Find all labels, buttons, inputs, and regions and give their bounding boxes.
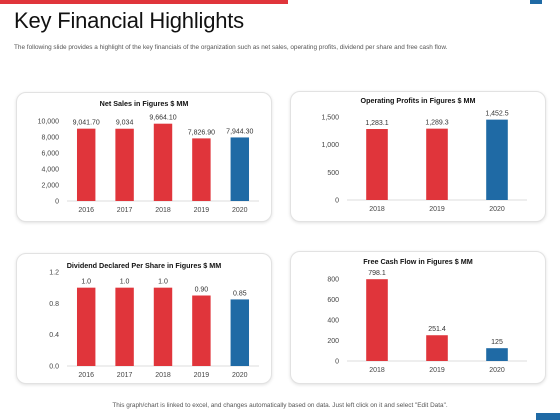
bar [76, 287, 96, 366]
bar [153, 287, 173, 366]
data-label: 0.90 [195, 287, 209, 294]
bottom-accent-bar [536, 413, 560, 420]
y-tick-label: 200 [327, 338, 339, 345]
chart-card-dividend[interactable]: Dividend Declared Per Share in Figures $… [16, 253, 272, 384]
chart-net-sales: 0 2,000 4,000 6,000 8,000 10,000 9,041.70 2016 9… [38, 115, 259, 214]
y-tick-label: 600 [327, 297, 339, 304]
chart-dividend: 0.0 0.4 0.8 1.2 1.0 2016 1.0 2017 1.0 2018 0.90 201… [49, 270, 259, 379]
data-label: 1,289.3 [425, 120, 448, 127]
y-tick-label: 0 [335, 198, 339, 205]
chart-title-free-cash-flow: Free Cash Flow in Figures $ MM [363, 257, 473, 266]
chart-free-cash-flow: 0 200 400 600 800 798.1 2018 251.4 2019 125 2020 [327, 270, 527, 374]
x-tick-label: 2018 [155, 372, 171, 379]
y-tick-label: 8,000 [41, 135, 59, 142]
x-tick-label: 2019 [429, 367, 445, 374]
bar [153, 123, 173, 201]
footer-note: This graph/chart is linked to excel, and… [112, 402, 448, 409]
x-tick-label: 2020 [232, 372, 248, 379]
data-label: 9,034 [116, 120, 134, 127]
x-tick-label: 2017 [117, 207, 133, 214]
data-label: 1,452.5 [485, 111, 508, 118]
y-tick-label: 400 [327, 318, 339, 325]
x-tick-label: 2020 [232, 207, 248, 214]
chart-title-net-sales: Net Sales in Figures $ MM [99, 99, 189, 108]
x-tick-label: 2020 [489, 367, 505, 374]
bar [426, 335, 448, 361]
data-label: 1.0 [158, 279, 168, 286]
data-label: 7,826.90 [188, 129, 215, 136]
y-tick-label: 0.0 [49, 364, 59, 371]
bar [486, 119, 508, 200]
x-tick-label: 2020 [489, 206, 505, 213]
x-tick-label: 2016 [78, 372, 94, 379]
page-subtitle: The following slide provides a highlight… [14, 44, 448, 51]
data-label: 0.85 [233, 290, 247, 297]
x-tick-label: 2016 [78, 207, 94, 214]
bar [366, 129, 388, 200]
chart-card-net-sales[interactable]: Net Sales in Figures $ MM 0 2,000 4,000 6,0… [16, 92, 272, 222]
data-label: 798.1 [368, 270, 386, 277]
y-tick-label: 1,500 [321, 115, 339, 122]
x-tick-label: 2017 [117, 372, 133, 379]
bar [192, 295, 211, 366]
bar [230, 137, 250, 201]
chart-operating-profits: 0 500 1,000 1,500 1,283.1 2018 1,289.3 2019 1,45… [321, 111, 527, 213]
y-tick-label: 4,000 [41, 167, 59, 174]
top-accent-bar-red [0, 0, 288, 4]
y-tick-label: 1.2 [49, 270, 59, 277]
bar [76, 128, 96, 201]
x-tick-label: 2018 [369, 367, 385, 374]
data-label: 7,944.30 [226, 128, 253, 135]
page-title: Key Financial Highlights [14, 8, 244, 33]
data-label: 1,283.1 [365, 120, 388, 127]
y-tick-label: 0.4 [49, 332, 59, 339]
bar [192, 138, 211, 201]
chart-card-free-cash-flow[interactable]: Free Cash Flow in Figures $ MM 0 200 400 60… [290, 251, 546, 384]
data-label: 9,664.10 [149, 115, 176, 122]
data-label: 1.0 [120, 279, 130, 286]
x-tick-label: 2018 [155, 207, 171, 214]
y-tick-label: 0 [55, 199, 59, 206]
x-tick-label: 2018 [369, 206, 385, 213]
bar [366, 279, 388, 361]
y-tick-label: 0.8 [49, 301, 59, 308]
chart-title-operating-profits: Operating Profits in Figures $ MM [360, 96, 476, 105]
y-tick-label: 500 [327, 170, 339, 177]
y-tick-label: 800 [327, 277, 339, 284]
bar [115, 128, 134, 201]
bar [426, 128, 448, 200]
bar [115, 287, 134, 366]
y-tick-label: 0 [335, 359, 339, 366]
data-label: 9,041.70 [73, 120, 100, 127]
x-tick-label: 2019 [194, 207, 210, 214]
y-tick-label: 2,000 [41, 183, 59, 190]
data-label: 125 [491, 339, 503, 346]
y-tick-label: 6,000 [41, 151, 59, 158]
x-tick-label: 2019 [194, 372, 210, 379]
bar [486, 348, 508, 361]
chart-card-operating-profits[interactable]: Operating Profits in Figures $ MM 0 500 1,… [290, 91, 546, 222]
top-accent-bar-blue [530, 0, 542, 4]
y-tick-label: 1,000 [321, 142, 339, 149]
x-tick-label: 2019 [429, 206, 445, 213]
y-tick-label: 10,000 [38, 119, 60, 126]
data-label: 251.4 [428, 326, 446, 333]
data-label: 1.0 [81, 279, 91, 286]
chart-title-dividend: Dividend Declared Per Share in Figures $… [66, 261, 222, 270]
bar [230, 299, 250, 366]
